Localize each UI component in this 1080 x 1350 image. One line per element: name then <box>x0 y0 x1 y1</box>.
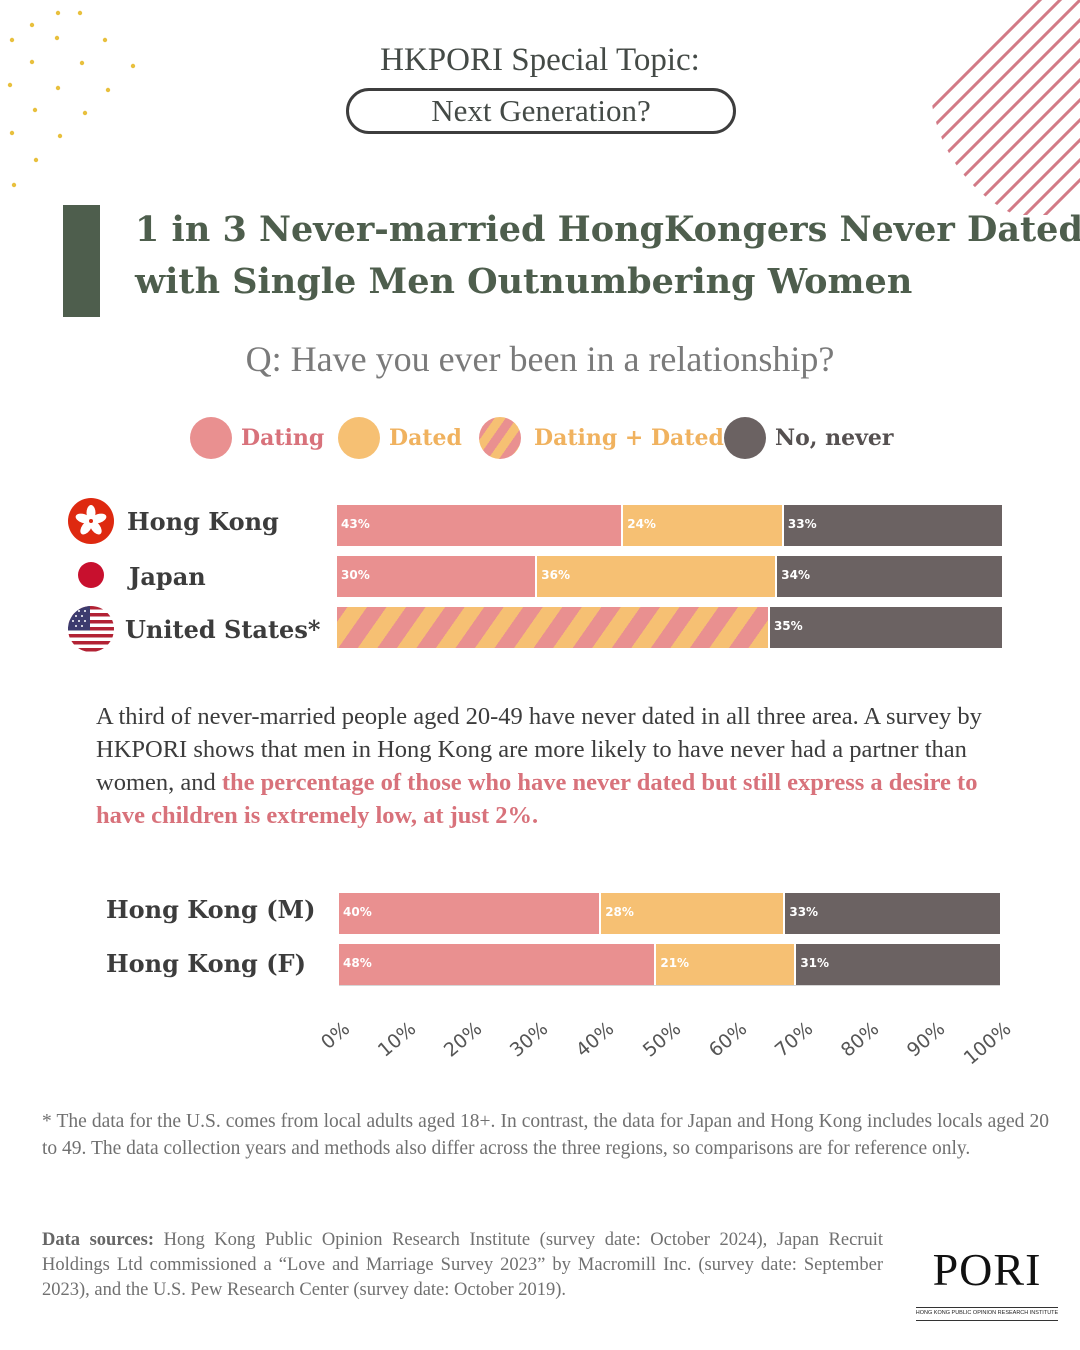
data-label-japan-never: 34% <box>781 568 810 582</box>
data-label-japan-dated: 36% <box>541 568 571 582</box>
country-row-japan: Japan <box>68 553 206 599</box>
summary-paragraph: A third of never-married people aged 20-… <box>96 700 996 832</box>
bar-segment-japan-dating: 30% <box>337 556 536 597</box>
country-row-hong-kong: Hong Kong <box>68 498 279 544</box>
us-flag-icon <box>68 606 114 652</box>
legend-swatch-never <box>724 417 766 459</box>
header-topic: HKPORI Special Topic: <box>380 42 700 78</box>
x-tick-label-5: 50% <box>638 1017 685 1062</box>
x-tick-label-4: 40% <box>572 1017 619 1062</box>
legend-swatch-dated <box>338 417 380 459</box>
bar-segment-hk-female-never: 31% <box>794 944 1000 985</box>
summary-highlight: the percentage of those who have never d… <box>96 769 978 829</box>
category-label-hk-female: Hong Kong (F) <box>106 949 306 978</box>
x-tick-label-0: 0% <box>316 1017 355 1054</box>
x-tick-label-9: 90% <box>902 1017 950 1062</box>
legend-item-dating: Dating <box>190 417 324 459</box>
decorative-stripes <box>930 0 1080 215</box>
title-line-1: 1 in 3 Never-married HongKongers Never D… <box>135 209 1080 250</box>
legend-label-never: No, never <box>775 425 894 451</box>
country-label-hong-kong: Hong Kong <box>127 506 279 536</box>
japan-flag-icon <box>69 554 113 598</box>
data-label-japan-dating: 30% <box>341 568 370 582</box>
bar-segment-hk-male-dated: 28% <box>599 893 784 934</box>
data-label-hong-kong-never: 33% <box>787 517 817 531</box>
legend-label-dated: Dated <box>389 425 462 451</box>
bar-row-japan: 30% 36% 34% <box>337 556 1002 597</box>
country-row-united-states: United States* <box>68 606 320 652</box>
title-accent-bar <box>63 205 100 317</box>
bar-row-hk-male: 40% 28% 33% <box>339 893 1000 934</box>
legend-label-dating-dated: Dating + Dated <box>534 425 724 451</box>
data-label-hong-kong-dating: 43% <box>341 517 370 531</box>
data-label-hong-kong-dated: 24% <box>627 517 656 531</box>
bar-row-united-states: 35% <box>337 607 1002 648</box>
bar-row-hong-kong: 43% 24% 33% <box>337 505 1002 546</box>
bar-segment-hong-kong-never: 33% <box>781 505 1002 546</box>
x-tick-label-10: 100% <box>959 1017 1016 1070</box>
survey-question: Q: Have you ever been in a relationship? <box>245 339 835 379</box>
x-tick-label-8: 80% <box>836 1017 884 1062</box>
data-label-hk-male-never: 33% <box>789 905 819 919</box>
bar-segment-hk-female-dating: 48% <box>339 944 655 985</box>
logo-rule <box>916 1307 1058 1308</box>
country-label-japan: Japan <box>129 561 206 591</box>
legend-item-dating-dated: Dating + Dated <box>479 417 724 459</box>
bar-segment-hk-male-never: 33% <box>783 893 1000 934</box>
x-axis-line <box>339 985 1000 986</box>
bar-row-hk-female: 48% 21% 31% <box>339 944 1000 985</box>
bar-segment-japan-dated: 36% <box>535 556 776 597</box>
header-pill: Next Generation? <box>346 88 736 134</box>
hong-kong-flag-icon <box>68 498 114 544</box>
data-label-hk-female-dating: 48% <box>343 956 372 970</box>
data-label-hk-male-dating: 40% <box>343 905 372 919</box>
bar-segment-hk-female-dated: 21% <box>654 944 795 985</box>
title-line-2: with Single Men Outnumbering Women <box>135 261 913 302</box>
summary-text: A third of never-married people aged 20-… <box>96 703 982 796</box>
x-tick-label-2: 20% <box>439 1017 487 1062</box>
data-label-hk-female-never: 31% <box>800 956 830 970</box>
x-tick-label-3: 30% <box>506 1017 553 1062</box>
decorative-dots <box>7 10 136 188</box>
data-label-hk-female-dated: 21% <box>660 956 690 970</box>
category-label-hk-male: Hong Kong (M) <box>106 895 316 924</box>
bar-segment-united-states-never: 35% <box>767 607 1002 648</box>
pori-logo: PORI HONG KONG PUBLIC OPINION RESEARCH I… <box>912 1243 1062 1323</box>
legend-swatch-dating-dated <box>479 417 521 459</box>
legend-item-never: No, never <box>724 417 893 459</box>
data-sources-label: Data sources: <box>42 1230 155 1250</box>
legend-item-dated: Dated <box>338 417 462 459</box>
legend-swatch-dating <box>190 417 232 459</box>
country-label-united-states: United States* <box>125 614 321 644</box>
bar-segment-united-states-combo <box>337 607 768 648</box>
data-sources-text: Hong Kong Public Opinion Research Instit… <box>42 1230 883 1300</box>
x-tick-label-1: 10% <box>373 1017 421 1062</box>
bar-segment-hong-kong-dated: 24% <box>621 505 782 546</box>
legend-label-dating: Dating <box>241 425 325 451</box>
bar-segment-hong-kong-dating: 43% <box>337 505 622 546</box>
page-title: 1 in 3 Never-married HongKongers Never D… <box>135 204 1080 308</box>
footnote: * The data for the U.S. comes from local… <box>42 1111 1049 1159</box>
data-label-united-states-never: 35% <box>773 619 803 633</box>
logo-rule-2 <box>916 1320 1058 1321</box>
logo-subtitle-en: HONG KONG PUBLIC OPINION RESEARCH INSTIT… <box>915 1310 1059 1316</box>
x-tick-label-7: 70% <box>770 1017 817 1062</box>
data-label-hk-male-dated: 28% <box>605 905 634 919</box>
x-tick-label-6: 60% <box>704 1017 751 1062</box>
bar-segment-hk-male-dating: 40% <box>339 893 600 934</box>
data-sources: Data sources: Hong Kong Public Opinion R… <box>42 1228 883 1303</box>
x-axis: 0% 10% 20% 30% 40% 50% 60% 70% 80% 90% 100% <box>317 985 1015 1075</box>
bar-segment-japan-never: 34% <box>775 556 1002 597</box>
logo-wordmark: PORI <box>932 1244 1042 1295</box>
